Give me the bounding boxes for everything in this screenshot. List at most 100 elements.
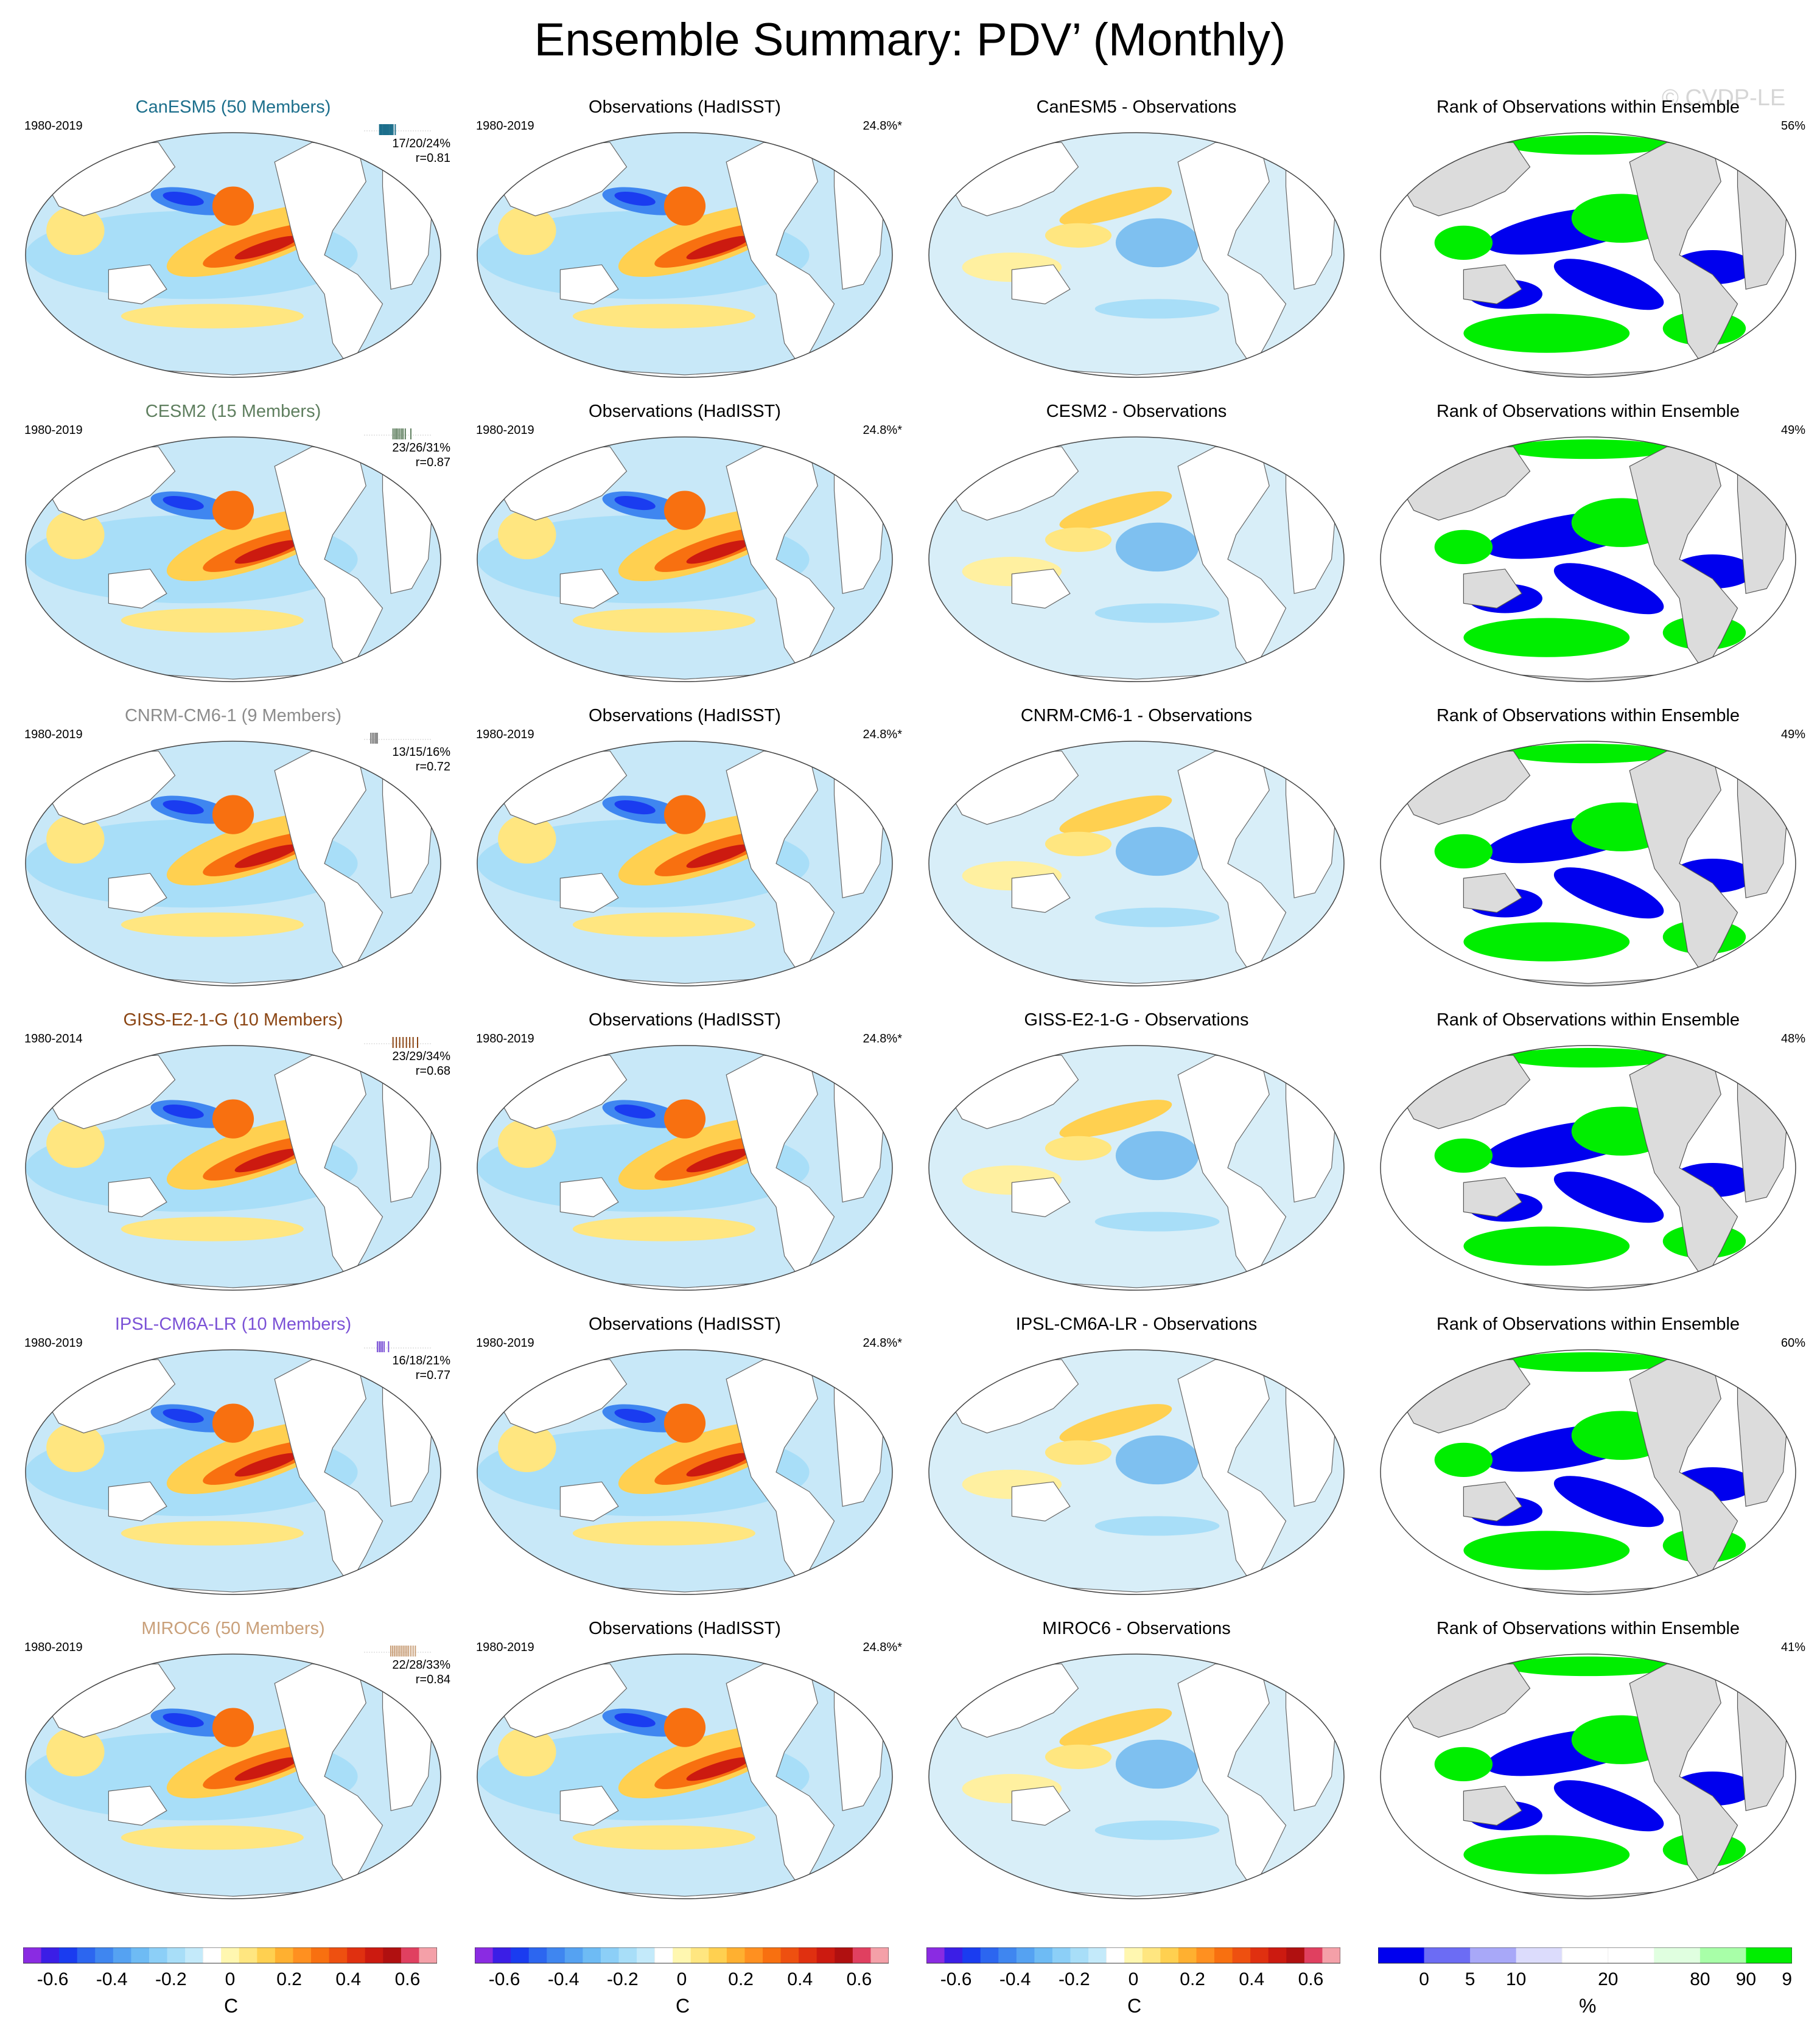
colorbar-swatch	[780, 1947, 799, 1963]
australia-land	[1011, 1786, 1071, 1826]
colorbar-swatch	[239, 1947, 257, 1963]
warm-anomaly	[1059, 187, 1172, 226]
warm-peak	[234, 1148, 298, 1173]
colorbar-tick-label: 0.2	[1180, 1969, 1205, 1989]
panel-rank-row-4: Rank of Observations within Ensemble 48%	[1366, 1010, 1810, 1302]
pattern-correlation: r=0.72	[415, 760, 450, 773]
panel-model-row-1: CanESM5 (50 Members) 1980-2019 17/20/24% r=…	[11, 97, 455, 389]
model-panel-title: GISS-E2-1-G (10 Members)	[123, 1010, 343, 1030]
time-range-label: 1980-2019	[24, 1336, 83, 1350]
cool-core	[163, 1409, 204, 1423]
colorbar-swatch	[998, 1947, 1017, 1963]
time-range-label: 1980-2019	[24, 728, 83, 741]
obs-panel-title: Observations (HadISST)	[589, 706, 781, 725]
map-outline	[477, 1653, 893, 1899]
map-outline	[477, 741, 893, 986]
colorbar-swatch	[311, 1947, 330, 1963]
colorbar-tick-label: 80	[1690, 1969, 1710, 1989]
colorbar-4: 051020809095100	[1377, 1947, 1802, 1999]
colorbar-swatch	[1516, 1947, 1563, 1963]
warm-anomaly	[663, 186, 706, 226]
australia-land	[1011, 1177, 1071, 1218]
cool-anomaly	[1094, 1820, 1220, 1840]
colorbar-swatch	[618, 1947, 637, 1963]
warm-anomaly	[121, 1521, 304, 1546]
warm-anomaly	[1059, 1404, 1172, 1443]
americas-land	[274, 750, 383, 977]
colorbar-swatch	[1268, 1947, 1287, 1963]
rank-panel-title: Rank of Observations within Ensemble	[1436, 97, 1740, 117]
warm-anomaly	[663, 491, 706, 530]
cool-anomaly	[1115, 1435, 1199, 1485]
colorbar-swatch	[944, 1947, 963, 1963]
map-outline	[1380, 1653, 1796, 1899]
colorbar-swatch	[980, 1947, 999, 1963]
warm-anomaly	[1059, 795, 1172, 834]
pattern-correlation: r=0.77	[415, 1369, 450, 1382]
rank-high-region	[1505, 1657, 1671, 1677]
obs-panel-title: Observations (HadISST)	[589, 1619, 781, 1638]
cool-anomaly	[1115, 1131, 1199, 1181]
pattern-correlation: r=0.87	[415, 456, 450, 469]
panel-diff-row-3: CNRM-CM6-1 - Observations	[914, 706, 1359, 998]
colorbar-tick-label: -0.6	[37, 1969, 69, 1989]
cool-core	[163, 1105, 204, 1119]
colorbar-swatch	[744, 1947, 763, 1963]
americas-land	[1629, 750, 1738, 977]
rank-panel-title: Rank of Observations within Ensemble	[1436, 1314, 1740, 1334]
panel-diff-row-2: CESM2 - Observations	[914, 402, 1359, 694]
australia-land	[1463, 1786, 1522, 1826]
warm-anomaly	[663, 795, 706, 834]
rank-high-region	[1463, 1835, 1630, 1874]
colorbar-tick-label: 0.6	[1298, 1969, 1324, 1989]
warm-anomaly	[1045, 1744, 1112, 1769]
percent-label: 41%	[1780, 1641, 1805, 1654]
variance-stats: 23/29/34% r=0.68	[392, 1049, 450, 1078]
australia-land	[1463, 1481, 1522, 1522]
map-outline	[477, 1045, 893, 1291]
panel-obs-row-2: Observations (HadISST) 1980-2019 24.8%*	[463, 402, 907, 694]
explained-variance: 23/26/31%	[392, 441, 450, 455]
variance-stats: 16/18/21% r=0.77	[392, 1353, 450, 1383]
colorbar-swatch	[1470, 1947, 1517, 1963]
model-map	[25, 741, 441, 986]
rank-high-region	[1434, 1747, 1493, 1782]
australia-land	[1463, 873, 1522, 913]
map-outline	[928, 1653, 1345, 1899]
cool-core	[614, 496, 656, 511]
map-outline	[477, 1349, 893, 1595]
colorbar-swatch	[870, 1947, 889, 1963]
percent-label: 24.8%*	[863, 1641, 903, 1654]
rank-map	[1380, 1653, 1796, 1899]
cool-anomaly	[1115, 522, 1199, 572]
colorbar-swatch	[528, 1947, 547, 1963]
cool-core	[614, 1409, 656, 1423]
warm-anomaly	[1045, 527, 1112, 552]
colorbar-tick-label: 10	[1506, 1969, 1526, 1989]
colorbar-tick-label: 0.4	[335, 1969, 361, 1989]
colorbar-swatch	[23, 1947, 42, 1963]
percent-label: 24.8%*	[863, 1336, 903, 1350]
cool-anomaly	[1115, 826, 1199, 876]
colorbar-swatch	[1052, 1947, 1071, 1963]
colorbar-swatch	[1424, 1947, 1471, 1963]
colorbar-tick-label: 90	[1736, 1969, 1756, 1989]
colorbar-unit-label: C	[224, 1995, 239, 2017]
rank-low-region	[1553, 259, 1664, 310]
model-panel-title: CNRM-CM6-1 (9 Members)	[124, 706, 342, 725]
rank-panel-title: Rank of Observations within Ensemble	[1436, 706, 1740, 725]
colorbar-unit-label: C	[1127, 1995, 1142, 2017]
panel-obs-row-6: Observations (HadISST) 1980-2019 24.8%*	[463, 1619, 907, 1911]
map-outline	[928, 1349, 1345, 1595]
warm-anomaly	[1059, 1708, 1172, 1747]
percent-label: 60%	[1780, 1336, 1805, 1350]
colorbar-swatch	[167, 1947, 186, 1963]
cool-anomaly	[1094, 1516, 1220, 1536]
australia-land	[1463, 264, 1522, 305]
rank-low-region	[1553, 1171, 1664, 1223]
rank-high-region	[1505, 1048, 1671, 1068]
warm-peak	[234, 236, 298, 260]
obs-map	[477, 1045, 893, 1291]
map-outline	[25, 1045, 441, 1291]
rank-map	[1380, 132, 1796, 378]
